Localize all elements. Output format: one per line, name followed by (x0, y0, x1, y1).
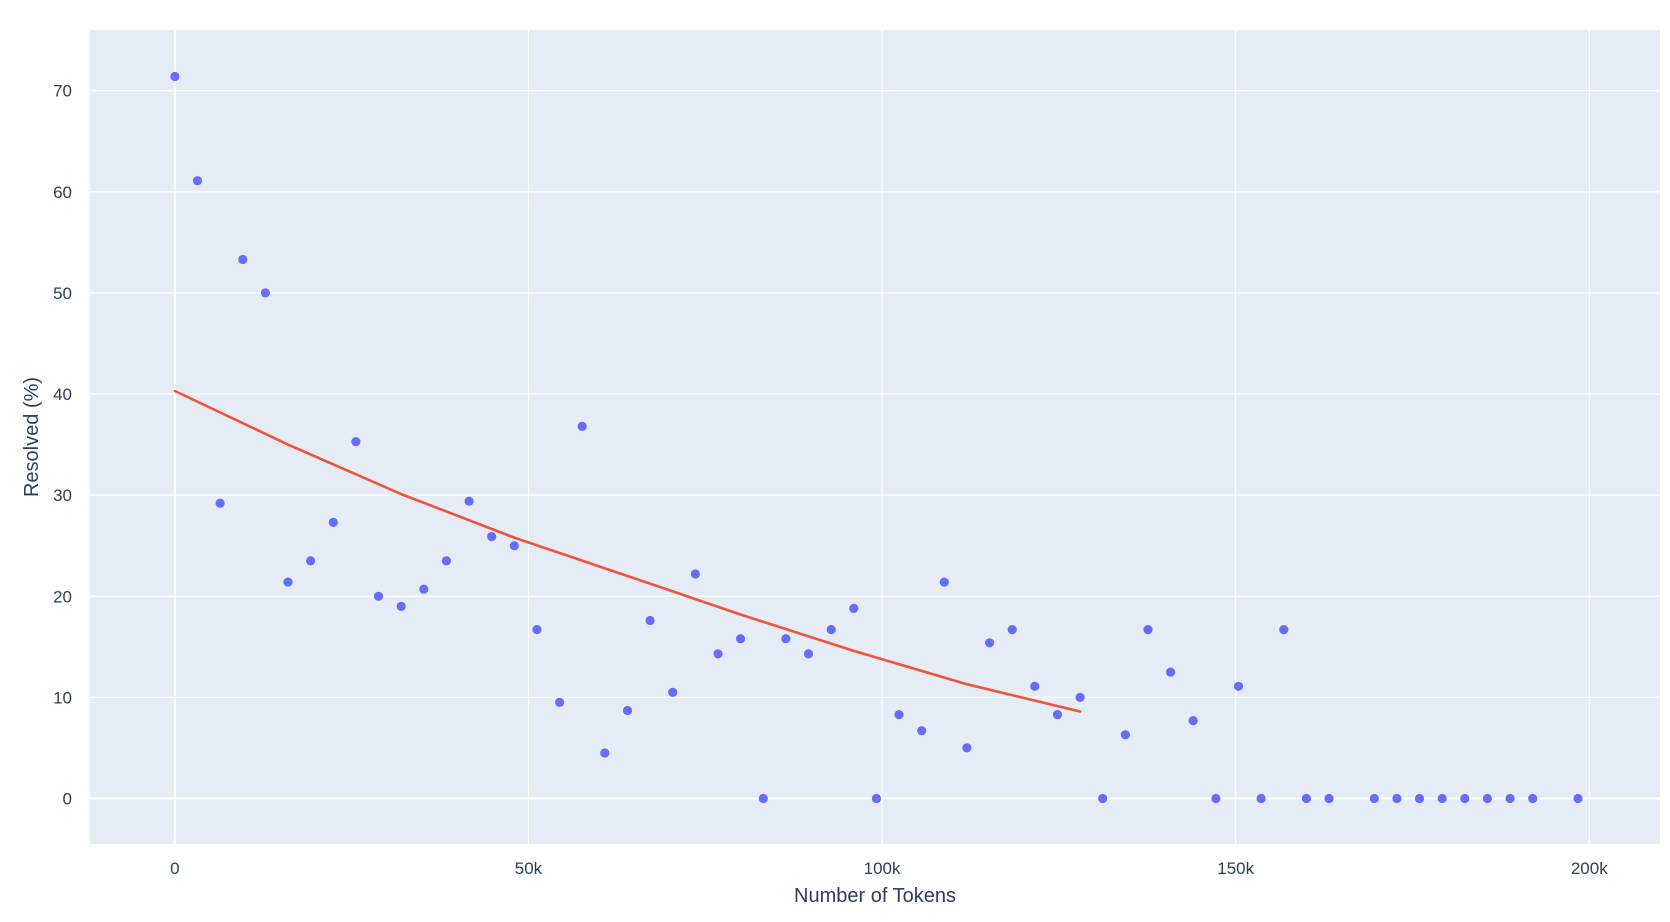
y-tick-label: 70 (53, 82, 72, 101)
y-tick-label: 40 (53, 385, 72, 404)
data-point (441, 556, 451, 566)
data-point (1482, 793, 1492, 804)
data-point (668, 687, 678, 697)
plot-area (90, 30, 1660, 844)
data-point (1460, 793, 1470, 804)
data-point (532, 625, 542, 635)
data-point (1324, 793, 1334, 804)
data-point (192, 176, 203, 186)
data-point (1188, 716, 1198, 726)
data-point (871, 793, 882, 804)
data-point (396, 601, 406, 612)
data-point (985, 638, 995, 648)
data-point (1256, 793, 1266, 804)
data-point (373, 591, 384, 601)
data-point (622, 705, 633, 716)
data-point (826, 625, 836, 635)
data-point (1030, 681, 1040, 691)
scatter-points (170, 71, 1583, 804)
data-point (1573, 793, 1583, 804)
data-point (238, 254, 248, 265)
data-point (736, 634, 746, 644)
trend-line (173, 389, 1082, 713)
data-point (351, 437, 361, 447)
data-point (1143, 625, 1153, 635)
data-point (690, 569, 701, 579)
data-point (577, 421, 587, 431)
data-point (464, 496, 474, 506)
x-axis-ticks: 0 50k 100k 150k 200k (170, 859, 1608, 878)
y-tick-label: 0 (63, 789, 72, 808)
data-point (645, 615, 655, 626)
data-point (487, 532, 497, 542)
x-tick-label: 150k (1217, 859, 1254, 878)
y-axis-title: Resolved (%) (21, 377, 43, 497)
trend-line-layer (173, 389, 1082, 713)
data-point (1052, 710, 1063, 720)
data-point (1120, 730, 1130, 740)
y-tick-label: 50 (53, 284, 72, 303)
data-point (781, 634, 791, 644)
data-point (1392, 793, 1402, 804)
data-point (1369, 793, 1379, 804)
y-tick-label: 30 (53, 486, 72, 505)
data-point (713, 649, 723, 659)
data-point (215, 498, 225, 508)
y-tick-label: 60 (53, 183, 72, 202)
data-point (962, 743, 972, 753)
data-point (170, 71, 180, 82)
x-axis-title: Number of Tokens (794, 885, 956, 907)
x-tick-label: 50k (515, 859, 543, 878)
data-point (600, 748, 610, 758)
data-point (1505, 793, 1515, 804)
data-point (1437, 793, 1447, 804)
x-tick-label: 0 (170, 859, 179, 878)
data-point (1098, 793, 1108, 804)
data-point (1279, 625, 1289, 635)
data-point (1075, 692, 1085, 703)
gridlines (90, 30, 1660, 844)
data-point (1233, 681, 1244, 691)
data-point (1528, 793, 1538, 804)
data-point (283, 577, 293, 587)
data-point (803, 649, 814, 659)
data-point (328, 517, 338, 528)
data-point (306, 556, 316, 566)
data-point (849, 603, 859, 614)
data-point (939, 577, 949, 587)
data-point (555, 697, 565, 708)
data-point (758, 793, 768, 804)
y-tick-label: 20 (53, 587, 72, 606)
data-point (1211, 793, 1221, 804)
data-point (917, 726, 927, 736)
data-point (419, 584, 429, 594)
y-axis-ticks: 0 10 20 30 40 50 60 70 (53, 82, 72, 809)
data-point (1007, 625, 1017, 635)
data-point (1166, 667, 1176, 677)
data-point (894, 710, 904, 720)
data-point (1414, 793, 1425, 804)
y-tick-label: 10 (53, 688, 72, 707)
data-point (260, 288, 270, 298)
x-tick-label: 100k (864, 859, 901, 878)
data-point (509, 541, 519, 551)
x-tick-label: 200k (1571, 859, 1608, 878)
data-point (1301, 793, 1311, 804)
